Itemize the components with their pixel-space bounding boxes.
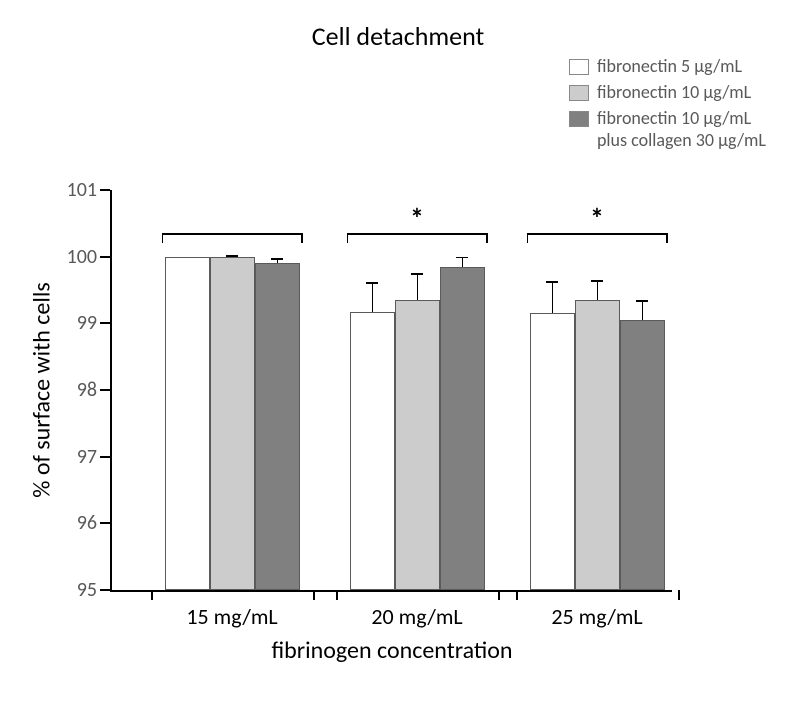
error-bar — [417, 273, 419, 300]
x-tick — [151, 590, 153, 600]
significance-star: * — [410, 201, 424, 236]
error-bar — [372, 282, 374, 312]
bracket — [162, 233, 302, 235]
legend-swatch — [569, 111, 589, 127]
x-tick — [498, 590, 500, 600]
bar — [530, 313, 575, 590]
error-cap — [546, 281, 558, 283]
error-bar — [552, 281, 554, 313]
y-tick — [100, 522, 110, 524]
legend-label: fibronectin 10 µg/mL — [597, 81, 751, 103]
bracket-end — [527, 233, 529, 243]
bar — [575, 300, 620, 590]
chart-legend: fibronectin 5 µg/mL fibronectin 10 µg/mL f… — [569, 55, 766, 155]
legend-label: fibronectin 5 µg/mL — [597, 55, 742, 77]
x-tick-label: 15 mg/mL — [186, 603, 277, 630]
bar — [255, 263, 300, 590]
bracket-end — [162, 233, 164, 243]
x-tick — [516, 590, 518, 600]
y-tick-label: 99 — [77, 311, 97, 335]
chart-title: Cell detachment — [312, 20, 484, 52]
y-tick — [100, 322, 110, 324]
legend-label: fibronectin 10 µg/mLplus collagen 30 µg/… — [597, 107, 766, 151]
significance-star: * — [590, 201, 604, 236]
error-cap — [411, 273, 423, 275]
legend-item: fibronectin 10 µg/mLplus collagen 30 µg/… — [569, 107, 766, 151]
bar — [620, 320, 665, 590]
legend-swatch — [569, 59, 589, 75]
bracket-end — [666, 233, 668, 243]
error-cap — [636, 300, 648, 302]
y-axis-label: % of surface with cells — [28, 282, 57, 497]
bar — [210, 257, 255, 590]
error-bar — [597, 280, 599, 300]
y-tick — [100, 189, 110, 191]
legend-item: fibronectin 5 µg/mL — [569, 55, 766, 77]
legend-item: fibronectin 10 µg/mL — [569, 81, 766, 103]
bar — [395, 300, 440, 590]
x-tick — [336, 590, 338, 600]
y-tick — [100, 389, 110, 391]
y-tick — [100, 456, 110, 458]
chart-container: Cell detachment fibronectin 5 µg/mLfibro… — [0, 0, 796, 703]
x-tick-label: 20 mg/mL — [371, 603, 462, 630]
y-tick — [100, 589, 110, 591]
y-tick-label: 97 — [77, 445, 97, 469]
x-axis-label: fibrinogen concentration — [271, 636, 512, 665]
y-tick-label: 101 — [67, 178, 97, 202]
y-tick — [100, 256, 110, 258]
bracket-end — [486, 233, 488, 243]
y-tick-label: 96 — [77, 511, 97, 535]
plot-area: % of surface with cells fibrinogen conce… — [110, 190, 672, 592]
bar — [165, 257, 210, 590]
y-tick-label: 98 — [77, 378, 97, 402]
y-tick-label: 100 — [67, 245, 97, 269]
x-tick — [678, 590, 680, 600]
bar — [350, 312, 395, 590]
error-cap — [456, 257, 468, 259]
error-bar — [462, 257, 464, 267]
bracket-end — [347, 233, 349, 243]
error-cap — [226, 255, 238, 257]
y-tick-label: 95 — [77, 578, 97, 602]
x-tick — [313, 590, 315, 600]
error-cap — [271, 258, 283, 260]
legend-swatch — [569, 85, 589, 101]
error-bar — [642, 300, 644, 320]
error-cap — [366, 282, 378, 284]
bracket-end — [301, 233, 303, 243]
error-cap — [591, 280, 603, 282]
x-tick-label: 25 mg/mL — [551, 603, 642, 630]
bar — [440, 267, 485, 590]
